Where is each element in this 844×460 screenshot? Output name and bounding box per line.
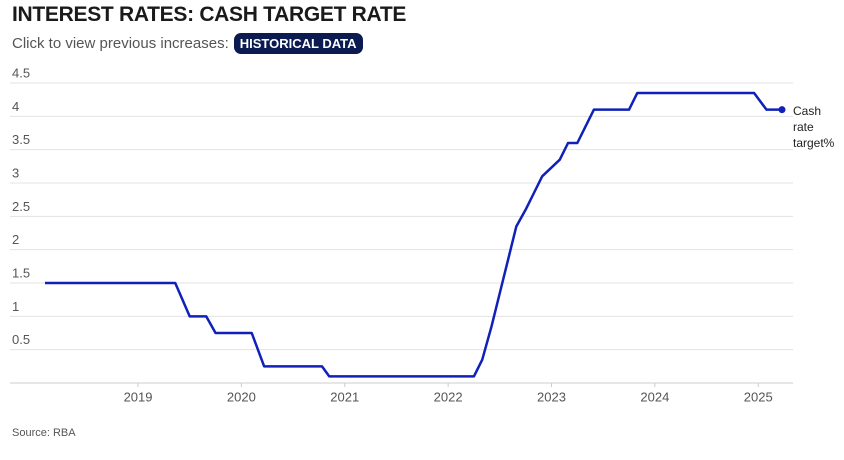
y-tick-label: 2	[12, 232, 19, 247]
x-tick-label: 2021	[330, 389, 359, 404]
chart-title: INTEREST RATES: CASH TARGET RATE	[12, 3, 407, 26]
y-tick-label: 4.5	[12, 65, 30, 80]
subtitle: Click to view previous increases:	[12, 35, 229, 52]
y-tick-label: 2.5	[12, 199, 30, 214]
line-series	[45, 91, 782, 378]
end-point	[778, 106, 786, 114]
y-tick-label: 4	[12, 99, 19, 114]
y-tick-label: 3.5	[12, 132, 30, 147]
y-tick-label: 3	[12, 165, 19, 180]
x-tick-label: 2024	[640, 389, 669, 404]
x-tick-label: 2019	[124, 389, 153, 404]
y-tick-label: 0.5	[12, 332, 30, 347]
source: Source: RBA	[12, 427, 76, 439]
subtitle-row: Click to view previous increases: HISTOR…	[12, 33, 363, 54]
y-tick-label: 1.5	[12, 265, 30, 280]
historical-data-button[interactable]: HISTORICAL DATA	[233, 33, 363, 54]
y-tick-label: 1	[12, 299, 19, 314]
x-tick-label: 2025	[744, 389, 773, 404]
x-tick-label: 2020	[227, 389, 256, 404]
x-tick-label: 2023	[537, 389, 566, 404]
series-label: Cash rate target%	[793, 104, 835, 150]
x-tick-label: 2022	[434, 389, 463, 404]
